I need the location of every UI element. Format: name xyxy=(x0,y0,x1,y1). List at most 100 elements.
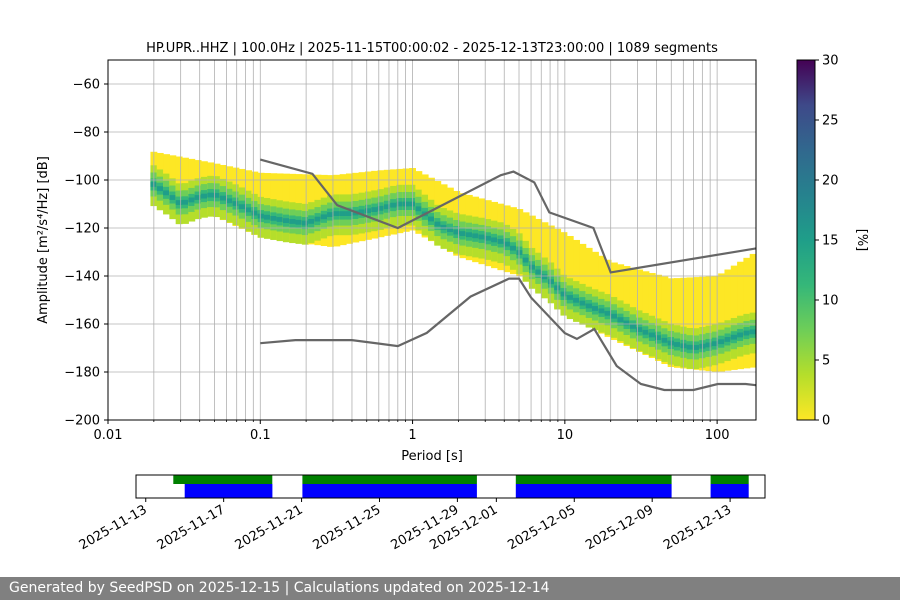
heatmap-cell xyxy=(674,342,681,347)
heatmap-cell xyxy=(238,204,246,210)
psd-plot: 0.01 0.1 1 10 100 −200 −180 −160 −140 −120 −100 −8… xyxy=(36,41,757,464)
heatmap-cell xyxy=(743,257,751,369)
y-axis-ticks: −200 −180 −160 −140 −120 −100 −80 −60 xyxy=(64,78,108,429)
y-tick-label: −60 xyxy=(73,78,100,93)
heatmap-cell xyxy=(383,204,391,210)
heatmap-cell xyxy=(730,334,738,340)
heatmap-cell xyxy=(396,201,404,207)
x-axis-label: Period [s] xyxy=(401,449,463,464)
heatmap-cell xyxy=(509,245,517,251)
heatmap-cell xyxy=(617,317,625,323)
heatmap-cell xyxy=(674,278,681,368)
noise-models xyxy=(260,158,756,392)
heatmap-cell xyxy=(636,327,644,332)
heatmap-cell xyxy=(604,310,612,316)
heatmap-cell xyxy=(655,335,662,341)
heatmap-cell xyxy=(648,332,656,338)
heatmap-cell xyxy=(245,207,252,213)
heatmap-cell xyxy=(503,241,511,247)
nlnm-line xyxy=(260,277,756,392)
colorbar-gradient xyxy=(796,59,816,421)
heatmap-cell xyxy=(705,342,713,348)
heatmap-cell xyxy=(478,234,486,240)
x-tick-label: 100 xyxy=(705,428,730,443)
heatmap-cell xyxy=(219,195,227,201)
heatmap-cell xyxy=(547,279,555,285)
y-tick-label: −180 xyxy=(64,366,100,381)
timeline-tick-label: 2025-12-09 xyxy=(583,502,656,553)
heatmap-cell xyxy=(181,157,189,208)
y-tick-label: −160 xyxy=(64,318,100,333)
colorbar-ticks: 0 5 10 15 20 25 30 xyxy=(815,54,839,429)
heatmap-cell xyxy=(686,344,694,350)
heatmap-cell xyxy=(181,199,189,205)
chart-title: HP.UPR..HHZ | 100.0Hz | 2025-11-15T00:00… xyxy=(146,41,718,56)
heatmap-cell xyxy=(566,295,574,300)
heatmap-cell xyxy=(642,329,650,335)
x-tick-label: 10 xyxy=(557,428,574,443)
heatmap-cell xyxy=(724,269,732,371)
y-tick-label: −80 xyxy=(73,126,100,141)
timeline-tick-label: 2025-11-21 xyxy=(233,502,306,553)
heatmap-cell xyxy=(465,232,473,238)
heatmap-cell xyxy=(333,211,341,216)
heatmap-cell xyxy=(415,206,423,212)
heatmap-cell xyxy=(484,235,492,241)
heatmap-cell xyxy=(692,345,700,350)
heatmap-cell xyxy=(345,211,353,216)
heatmap-cell xyxy=(680,277,688,369)
heatmap-cell xyxy=(541,274,549,280)
heatmap-cell xyxy=(623,320,631,326)
colorbar-tick-label: 25 xyxy=(822,114,839,129)
heatmap-cell xyxy=(289,219,297,224)
heatmap-cell xyxy=(200,193,208,199)
heatmap-cell xyxy=(339,211,347,216)
y-tick-label: −100 xyxy=(64,174,100,189)
used-data-bar xyxy=(184,484,273,498)
heatmap-cell xyxy=(598,308,606,314)
heatmap-cell xyxy=(194,195,202,200)
heatmap-cell xyxy=(497,239,505,244)
heatmap-cell xyxy=(491,237,498,243)
colorbar-label: [%] xyxy=(854,229,869,252)
heatmap-cell xyxy=(453,229,461,235)
colorbar-tick-label: 10 xyxy=(822,294,839,309)
heatmap-cell xyxy=(579,243,587,324)
heatmap-cell xyxy=(257,213,265,219)
heatmap-cell xyxy=(371,207,379,212)
x-tick-label: 0.01 xyxy=(94,428,123,443)
heatmap-cell xyxy=(648,273,656,358)
plot-frame xyxy=(107,59,757,421)
heatmap-cell xyxy=(251,210,259,216)
timeline-bars xyxy=(173,475,749,498)
heatmap-cell xyxy=(573,297,580,303)
footer-text: Generated by SeedPSD on 2025-12-15 | Cal… xyxy=(9,580,550,596)
x-tick-label: 1 xyxy=(408,428,416,443)
heatmap-cell xyxy=(610,313,618,319)
heatmap-cell xyxy=(718,273,726,372)
colorbar-tick-label: 20 xyxy=(822,174,839,189)
heatmap-cell xyxy=(232,201,240,206)
colorbar-tick-label: 15 xyxy=(822,234,839,249)
heatmap-cell xyxy=(169,195,177,200)
y-tick-label: −200 xyxy=(64,414,100,429)
heatmap-cell xyxy=(276,217,284,222)
heatmap-cell xyxy=(680,343,688,349)
heatmap-cell xyxy=(573,239,580,321)
heatmap-cell xyxy=(724,337,732,342)
heatmap-cell xyxy=(226,198,234,204)
heatmap-cell xyxy=(718,339,726,345)
heatmap-cell xyxy=(749,329,756,335)
heatmap-cell xyxy=(358,209,366,215)
heatmap-cell xyxy=(263,214,271,220)
heatmap-cell xyxy=(661,337,669,343)
heatmap-cell xyxy=(282,218,290,224)
heatmap-cell xyxy=(535,269,543,275)
heatmap-cell xyxy=(566,235,574,318)
heatmap-cell xyxy=(213,192,221,198)
heatmap-cell xyxy=(188,197,196,203)
timeline-frame xyxy=(135,474,766,499)
heatmap-cell xyxy=(175,156,183,206)
heatmap-cell xyxy=(711,341,719,347)
